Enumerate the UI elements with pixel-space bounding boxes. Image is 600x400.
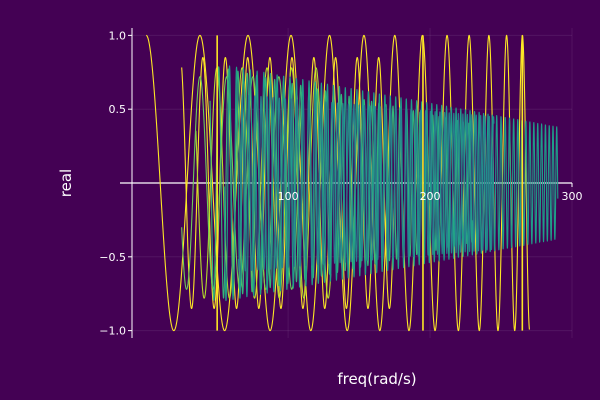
y-tick-label: 0.5 — [109, 103, 127, 116]
y-tick-label: −1.0 — [99, 325, 126, 338]
x-axis-label: freq(rad/s) — [337, 370, 416, 388]
series-group — [145, 34, 559, 332]
y-tick-label: 1.0 — [109, 29, 127, 42]
x-tick-label: 100 — [278, 190, 299, 203]
x-tick-label: 300 — [562, 190, 583, 203]
series-line-7 — [237, 94, 495, 273]
y-axis-label: real — [57, 169, 75, 197]
y-tick-label: −0.5 — [99, 251, 126, 264]
tick-labels: −1.0 −0.5 0.5 1.0 100 200 300 — [99, 29, 582, 337]
x-tick-label: 200 — [420, 190, 441, 203]
